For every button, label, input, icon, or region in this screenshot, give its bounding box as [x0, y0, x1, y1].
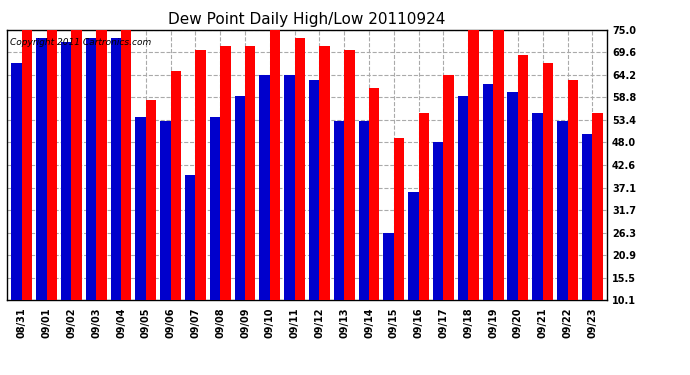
Bar	[334, 121, 344, 300]
Bar	[369, 88, 380, 300]
Bar	[408, 192, 419, 300]
Bar	[210, 117, 220, 300]
Bar	[11, 63, 22, 300]
Bar	[592, 113, 603, 300]
Bar	[295, 38, 305, 300]
Bar	[36, 38, 47, 300]
Bar	[110, 38, 121, 300]
Bar	[359, 121, 369, 300]
Bar	[309, 80, 319, 300]
Bar	[384, 233, 394, 300]
Bar	[170, 71, 181, 300]
Bar	[394, 138, 404, 300]
Bar	[195, 50, 206, 300]
Bar	[86, 38, 96, 300]
Bar	[121, 21, 131, 300]
Bar	[185, 175, 195, 300]
Bar	[344, 50, 355, 300]
Bar	[543, 63, 553, 300]
Bar	[220, 46, 230, 300]
Bar	[245, 46, 255, 300]
Bar	[507, 92, 518, 300]
Bar	[135, 117, 146, 300]
Bar	[259, 75, 270, 300]
Bar	[270, 30, 280, 300]
Bar	[458, 96, 469, 300]
Bar	[47, 0, 57, 300]
Bar	[22, 13, 32, 300]
Bar	[61, 42, 71, 300]
Text: Copyright 2011 Cartronics.com: Copyright 2011 Cartronics.com	[10, 38, 151, 47]
Bar	[160, 121, 170, 300]
Bar	[483, 84, 493, 300]
Bar	[319, 46, 330, 300]
Bar	[469, 30, 479, 300]
Bar	[582, 134, 592, 300]
Bar	[235, 96, 245, 300]
Bar	[518, 54, 529, 300]
Bar	[567, 80, 578, 300]
Bar	[96, 0, 107, 300]
Bar	[557, 121, 567, 300]
Title: Dew Point Daily High/Low 20110924: Dew Point Daily High/Low 20110924	[168, 12, 446, 27]
Bar	[532, 113, 543, 300]
Bar	[284, 75, 295, 300]
Bar	[444, 75, 454, 300]
Bar	[433, 142, 444, 300]
Bar	[146, 100, 156, 300]
Bar	[419, 113, 429, 300]
Bar	[71, 0, 82, 300]
Bar	[493, 30, 504, 300]
